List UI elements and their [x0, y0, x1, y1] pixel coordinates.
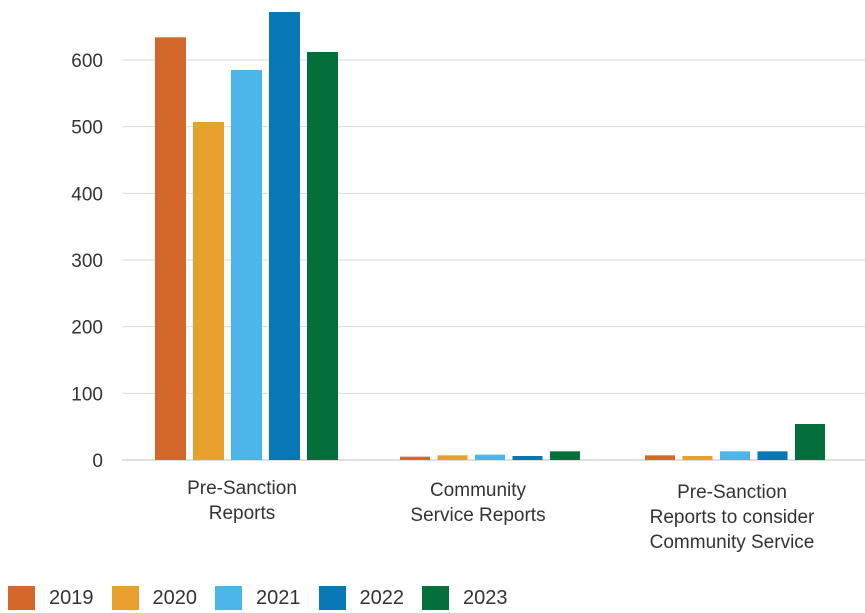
bar-2022 [269, 11, 300, 460]
bar-2019 [645, 455, 675, 460]
legend-item: 2019 [8, 586, 94, 610]
bar-2021 [720, 451, 750, 460]
bar-2023 [795, 423, 825, 460]
legend-swatch [422, 586, 449, 610]
bar-2020 [193, 121, 224, 461]
legend-item: 2022 [318, 586, 405, 610]
legend-label: 2022 [359, 586, 405, 609]
category-label: Community Service Reports [410, 480, 545, 526]
bar-2022 [512, 455, 543, 460]
y-tick-label: 0 [92, 451, 103, 472]
legend-swatch [111, 586, 139, 610]
bar-2022 [757, 451, 788, 460]
bar-2020 [437, 455, 468, 460]
bar-2021 [231, 69, 262, 460]
y-tick-label: 500 [71, 118, 103, 139]
category-label: Pre-Sanction Reports [187, 478, 297, 524]
legend-item: 2023 [422, 586, 508, 610]
legend-label: 2019 [49, 586, 94, 609]
legend-label: 2021 [256, 586, 301, 609]
legend: 2019 2020 2021 2022 2023 [8, 586, 526, 610]
y-tick-label: 400 [71, 184, 103, 205]
legend-swatch [318, 586, 346, 610]
bar-2019 [400, 456, 430, 460]
bar-2021 [475, 454, 505, 460]
bar-2023 [550, 451, 580, 460]
category-label: Pre-Sanction Reports to consider Community… [650, 482, 815, 553]
legend-swatch [215, 586, 242, 610]
y-tick-label: 300 [71, 251, 103, 272]
bar-2020 [682, 455, 713, 460]
legend-label: 2020 [152, 586, 198, 609]
legend-item: 2021 [215, 586, 301, 610]
y-tick-label: 100 [71, 384, 103, 405]
y-tick-label: 600 [71, 51, 103, 72]
bar-chart: 0 100 200 300 400 500 600 Pre-Sanction Reports C… [71, 11, 865, 553]
bar-2019 [155, 37, 186, 461]
y-tick-label: 200 [71, 318, 103, 339]
y-axis-ticks: 0 100 200 300 400 500 600 [71, 51, 103, 472]
bar-2023 [307, 51, 338, 460]
category-labels: Pre-Sanction Reports Community Service Repo… [187, 478, 815, 553]
legend-item: 2020 [111, 586, 198, 610]
bars [155, 11, 825, 461]
legend-label: 2023 [463, 586, 508, 609]
legend-swatch [8, 586, 35, 610]
